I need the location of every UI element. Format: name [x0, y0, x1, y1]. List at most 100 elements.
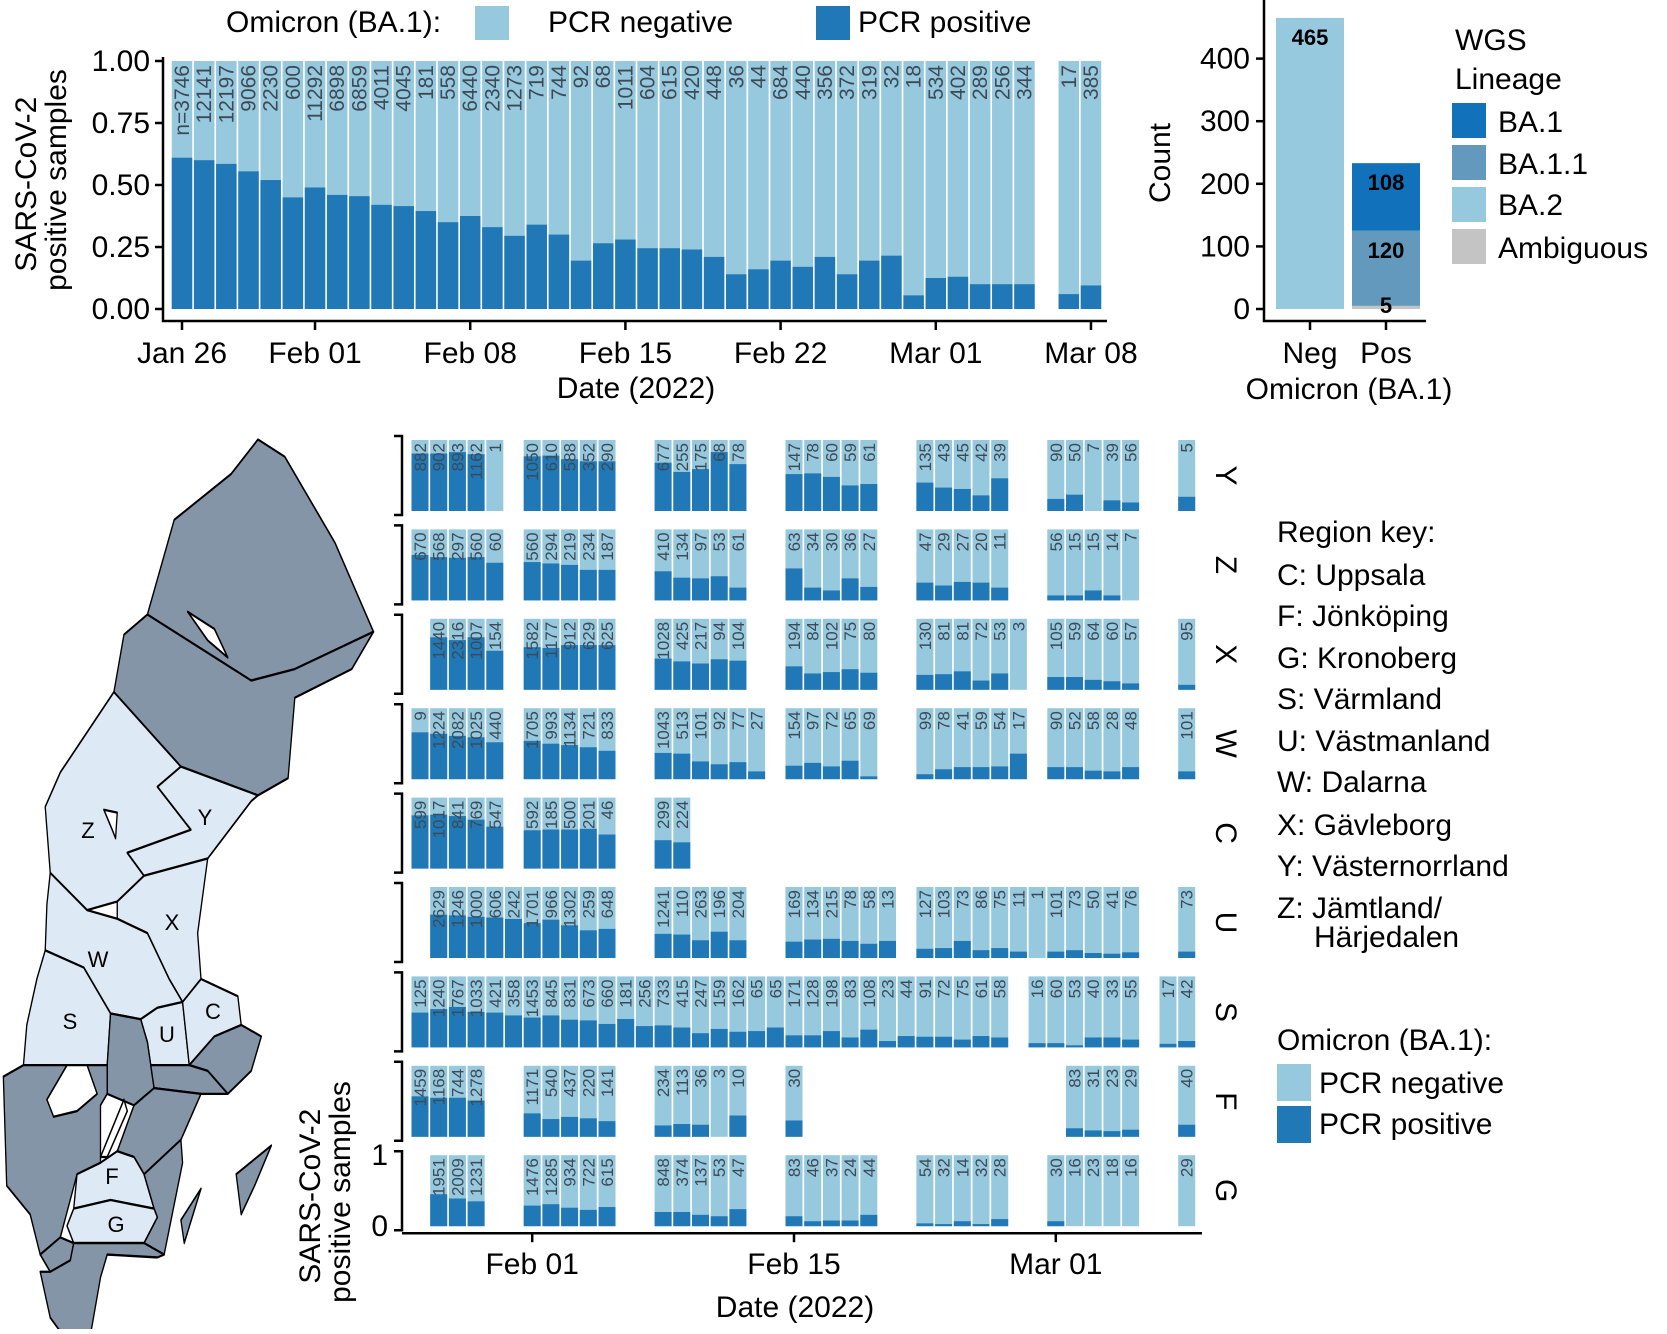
bar-count-label: 36	[841, 532, 860, 551]
bar-pcr-positive	[448, 640, 466, 690]
bar-count-label: 934	[561, 1158, 580, 1186]
bar-pcr-positive	[748, 269, 769, 309]
bar-pcr-positive	[729, 587, 747, 601]
bar-pcr-negative	[972, 440, 990, 511]
bar-pcr-positive	[729, 1115, 747, 1137]
bar-pcr-positive	[467, 637, 485, 690]
bar-count-label: 845	[542, 979, 561, 1007]
region-key-item: U: Västmanland	[1277, 725, 1490, 758]
bar-data-label: 120	[1368, 238, 1405, 263]
bar-count-label: 65	[766, 979, 785, 998]
bar-count-label: 410	[654, 532, 673, 560]
lineage-legend: WGS Lineage BA.1 BA.1.1 BA.2 Ambiguous	[1452, 24, 1648, 265]
bar-pcr-positive	[411, 732, 429, 780]
bar-count-label: 32	[972, 1158, 991, 1177]
bar-pcr-negative	[953, 708, 971, 780]
bar-count-label: 60	[822, 443, 841, 462]
bar-count-label: 154	[486, 622, 505, 650]
bar-data-label: 465	[1292, 25, 1329, 50]
bar-pcr-positive	[1084, 1130, 1102, 1137]
bar-pcr-positive	[505, 1015, 522, 1048]
bar-count-label: 615	[598, 1158, 617, 1186]
bar-count-label: 54	[916, 1158, 935, 1177]
bar-pcr-positive	[804, 1221, 822, 1227]
bar-pcr-negative	[991, 887, 1009, 958]
bar-pcr-positive	[804, 673, 822, 690]
bar-count-label: 83	[1066, 1069, 1085, 1088]
bar-count-label: 44	[860, 1158, 879, 1177]
bar-pcr-positive	[448, 915, 466, 958]
bar-pcr-positive	[1103, 1131, 1121, 1137]
bar-pcr-positive	[430, 1097, 448, 1137]
bar-pcr-negative	[1047, 887, 1065, 958]
bar-count-label: 11292	[304, 65, 327, 122]
bar-count-label: 181	[415, 65, 438, 100]
facet-y-axis-title-line2: positive samples	[324, 1081, 357, 1303]
bar-count-label: 648	[598, 890, 617, 918]
x-tick-label: Feb 15	[579, 337, 672, 370]
bar-pcr-positive	[953, 581, 971, 601]
bar-count-label: 46	[804, 1158, 823, 1177]
bar-count-label: 629	[579, 622, 598, 650]
bar-count-label: 40	[1084, 979, 1103, 998]
bar-pcr-negative	[1028, 887, 1046, 958]
bar-count-label: 319	[858, 65, 881, 100]
bar-pcr-negative	[673, 1155, 691, 1227]
bar-pcr-positive	[935, 674, 953, 690]
bar-pcr-positive	[903, 295, 924, 309]
bar-pcr-positive	[841, 669, 859, 690]
bar-count-label: 588	[561, 443, 580, 471]
region-key-item: F: Jönköping	[1277, 600, 1449, 633]
bar-pcr-positive	[598, 928, 616, 958]
bar-count-label: 297	[448, 532, 467, 560]
bar-count-label: 1440	[430, 622, 449, 660]
bar-pcr-positive	[935, 487, 953, 511]
bar-pcr-positive	[598, 1023, 616, 1048]
bar-pcr-positive	[654, 1212, 672, 1227]
bar-pcr-positive	[841, 578, 859, 601]
bar-pcr-positive	[673, 934, 691, 958]
bar-pcr-positive	[598, 1121, 616, 1137]
bar-count-label: 769	[467, 801, 486, 829]
bar-pcr-positive	[841, 1037, 859, 1048]
bar-pcr-positive	[459, 216, 481, 309]
bar-count-label: 560	[523, 532, 542, 560]
facet-W: 9 1224 2082 1025 440 1705 993 1134 721 833 1043 513…	[394, 702, 1242, 785]
bar-count-label: n=3746	[171, 65, 194, 136]
bar-count-label: 568	[430, 532, 449, 560]
bar-count-label: 1050	[523, 443, 542, 481]
bar-pcr-negative	[1028, 976, 1046, 1048]
bar-count-label: 32	[935, 1158, 954, 1177]
map-label-C: C	[205, 999, 221, 1024]
bar-pcr-positive	[953, 1039, 971, 1048]
bar-pcr-positive	[841, 940, 859, 958]
bar-count-label: 534	[925, 65, 948, 100]
bar-count-label: 344	[1013, 65, 1036, 100]
bar-pcr-negative	[804, 708, 822, 780]
bar-pcr-positive	[238, 171, 259, 309]
y-tick-label: 400	[1200, 43, 1250, 76]
bar-pcr-positive	[654, 462, 672, 511]
x-tick-label: Feb 01	[485, 1248, 578, 1281]
bar-pcr-positive	[1103, 1037, 1121, 1048]
bar-pcr-positive	[1028, 1043, 1046, 1048]
region-key-item: G: Kronoberg	[1277, 642, 1457, 675]
bar-pcr-positive	[1047, 951, 1065, 958]
bar-pcr-positive	[673, 577, 691, 601]
bar-count-label: 1043	[654, 711, 673, 749]
bar-pcr-negative	[1058, 61, 1080, 309]
bar-count-label: 50	[1066, 443, 1085, 462]
bar-count-label: 2316	[448, 622, 467, 660]
bar-count-label: 4011	[371, 65, 394, 110]
bar-pcr-negative	[860, 887, 878, 958]
facet-y-axis	[394, 792, 404, 874]
bar-pcr-positive	[1047, 767, 1065, 780]
bar-pcr-positive	[879, 1041, 896, 1048]
bar-count-label: 59	[972, 711, 991, 730]
bar-pcr-negative	[1178, 1155, 1196, 1227]
bar-pcr-positive	[992, 284, 1013, 309]
bar-pcr-negative	[1103, 618, 1121, 690]
bar-pcr-negative	[1084, 1155, 1102, 1227]
bar-count-label: 187	[598, 532, 617, 560]
bar-count-label: 1701	[523, 890, 542, 928]
